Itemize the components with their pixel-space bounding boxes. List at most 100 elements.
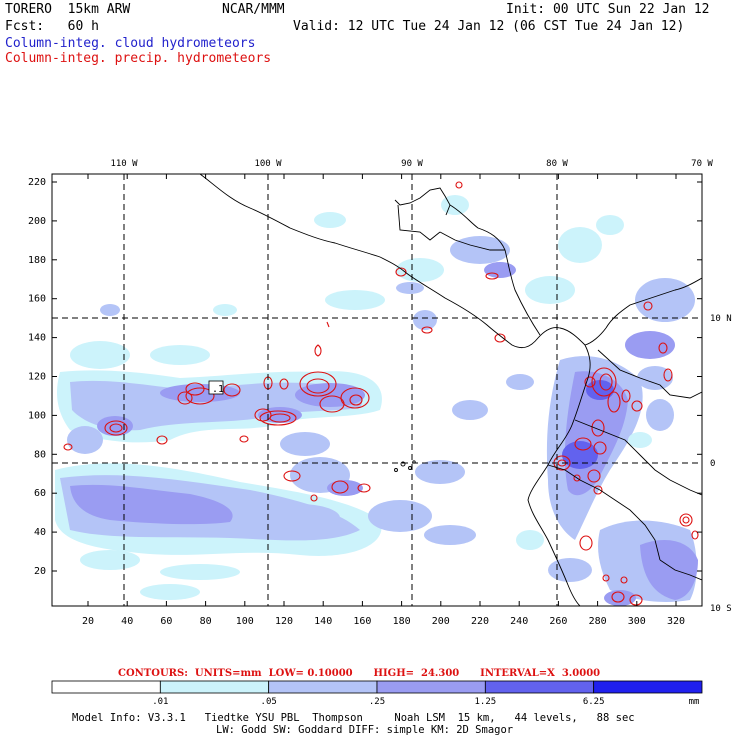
precip-contour xyxy=(573,474,581,482)
cloud-area xyxy=(160,384,240,402)
colorbar-unit: mm xyxy=(689,697,700,707)
x-tick-label: 140 xyxy=(314,616,332,627)
precip-contour xyxy=(269,413,291,423)
lon-label: 70 W xyxy=(691,159,713,169)
colorbar-segment xyxy=(593,680,703,694)
x-tick-label: 120 xyxy=(275,616,293,627)
border xyxy=(547,464,661,561)
x-tick-label: 180 xyxy=(393,616,411,627)
cloud-area xyxy=(80,550,140,570)
lat-label: 0 xyxy=(710,459,715,469)
precip-contour xyxy=(340,387,370,409)
precip-contour xyxy=(349,394,363,406)
x-tick-label: 220 xyxy=(471,616,489,627)
precip-contour xyxy=(631,400,643,412)
precip-contour xyxy=(109,423,123,433)
cloud-area xyxy=(70,380,362,431)
precip-contour xyxy=(331,480,349,494)
cloud-area xyxy=(260,504,340,532)
init-time: Init: 00 UTC Sun 22 Jan 12 xyxy=(506,2,710,17)
y-tick-label: 20 xyxy=(34,566,46,577)
precip-contour xyxy=(574,437,592,451)
x-tick-label: 200 xyxy=(432,616,450,627)
cloud-area xyxy=(424,525,476,545)
latitude-labels: 10 N 0 10 S xyxy=(710,314,732,614)
precip-contour xyxy=(63,443,73,451)
colorbar-segment xyxy=(376,680,486,694)
y-tick-label: 200 xyxy=(28,216,46,227)
precip-contour xyxy=(679,513,693,527)
precip-contour xyxy=(494,333,506,343)
cloud-area xyxy=(640,540,698,600)
precip-contour xyxy=(643,301,653,311)
lon-label: 110 W xyxy=(110,159,138,169)
cloud-area xyxy=(562,441,598,469)
coastline-colombia xyxy=(605,277,702,329)
border xyxy=(397,204,441,241)
precip-contour xyxy=(682,516,690,524)
coastline-mexico xyxy=(199,174,406,273)
colorbar: .01 .05 .25 1.25 6.25 mm xyxy=(51,680,703,707)
precip-contour xyxy=(185,387,215,405)
y-tick-label: 140 xyxy=(28,333,46,344)
precip-contour xyxy=(602,574,610,582)
x-tick-label: 20 xyxy=(82,616,94,627)
cloud-area xyxy=(150,345,210,365)
coastline-yucatan xyxy=(394,187,451,216)
x-tick-label: 240 xyxy=(510,616,528,627)
border xyxy=(597,349,702,399)
cloud-area xyxy=(413,310,437,330)
precip-contour xyxy=(663,368,673,382)
contour-label: .1 xyxy=(212,384,224,395)
precip-contour xyxy=(691,530,699,540)
y-tick-label: 120 xyxy=(28,372,46,383)
precip-contour xyxy=(299,371,337,397)
precip-contour xyxy=(239,435,249,443)
precip-contour xyxy=(591,367,617,397)
colorbar-segment xyxy=(484,680,595,694)
precip-contour xyxy=(607,391,621,413)
model-info-line1: Model Info: V3.3.1 Tiedtke YSU PBL Thomp… xyxy=(72,712,635,724)
cloud-area xyxy=(100,304,120,316)
border xyxy=(659,559,702,581)
lat-label: 10 S xyxy=(710,604,732,614)
cloud-area xyxy=(97,416,133,436)
y-tick-label: 160 xyxy=(28,294,46,305)
border xyxy=(439,231,505,251)
x-tick-label: 300 xyxy=(628,616,646,627)
y-tick-label: 220 xyxy=(28,177,46,188)
precip-contour xyxy=(357,483,371,493)
cloud-area xyxy=(70,341,130,369)
precip-contour xyxy=(629,594,643,606)
colorbar-label: 1.25 xyxy=(474,697,496,707)
cloud-area xyxy=(325,290,385,310)
cloud-area xyxy=(506,374,534,390)
x-tick-label: 280 xyxy=(589,616,607,627)
precip-contour xyxy=(254,408,272,422)
x-tick-label: 60 xyxy=(160,616,172,627)
precip-contour xyxy=(314,344,322,357)
x-tick-label: 260 xyxy=(549,616,567,627)
y-tick-label: 180 xyxy=(28,255,46,266)
longitude-labels: 110 W 100 W 90 W 80 W 70 W xyxy=(110,159,713,169)
precip-contour xyxy=(421,326,433,334)
y-tick-label: 100 xyxy=(28,410,46,421)
precip-contour xyxy=(485,272,499,280)
cloud-area xyxy=(628,432,652,448)
y-tick-label: 60 xyxy=(34,488,46,499)
cloud-area xyxy=(646,399,674,431)
precip-contour xyxy=(177,391,193,405)
cloud-area xyxy=(484,262,516,278)
colorbar-segment xyxy=(268,680,378,694)
cloud-area xyxy=(548,558,592,582)
cloud-area xyxy=(160,564,240,580)
precip-contour xyxy=(156,435,168,445)
precip-contour xyxy=(259,410,297,426)
precip-contour xyxy=(310,494,318,502)
precip-contour xyxy=(621,389,631,403)
valid-time: Valid: 12 UTC Tue 24 Jan 12 (06 CST Tue … xyxy=(293,19,685,34)
precip-contour xyxy=(185,382,205,396)
cloud-area xyxy=(558,227,602,263)
x-tick-label: 80 xyxy=(200,616,212,627)
